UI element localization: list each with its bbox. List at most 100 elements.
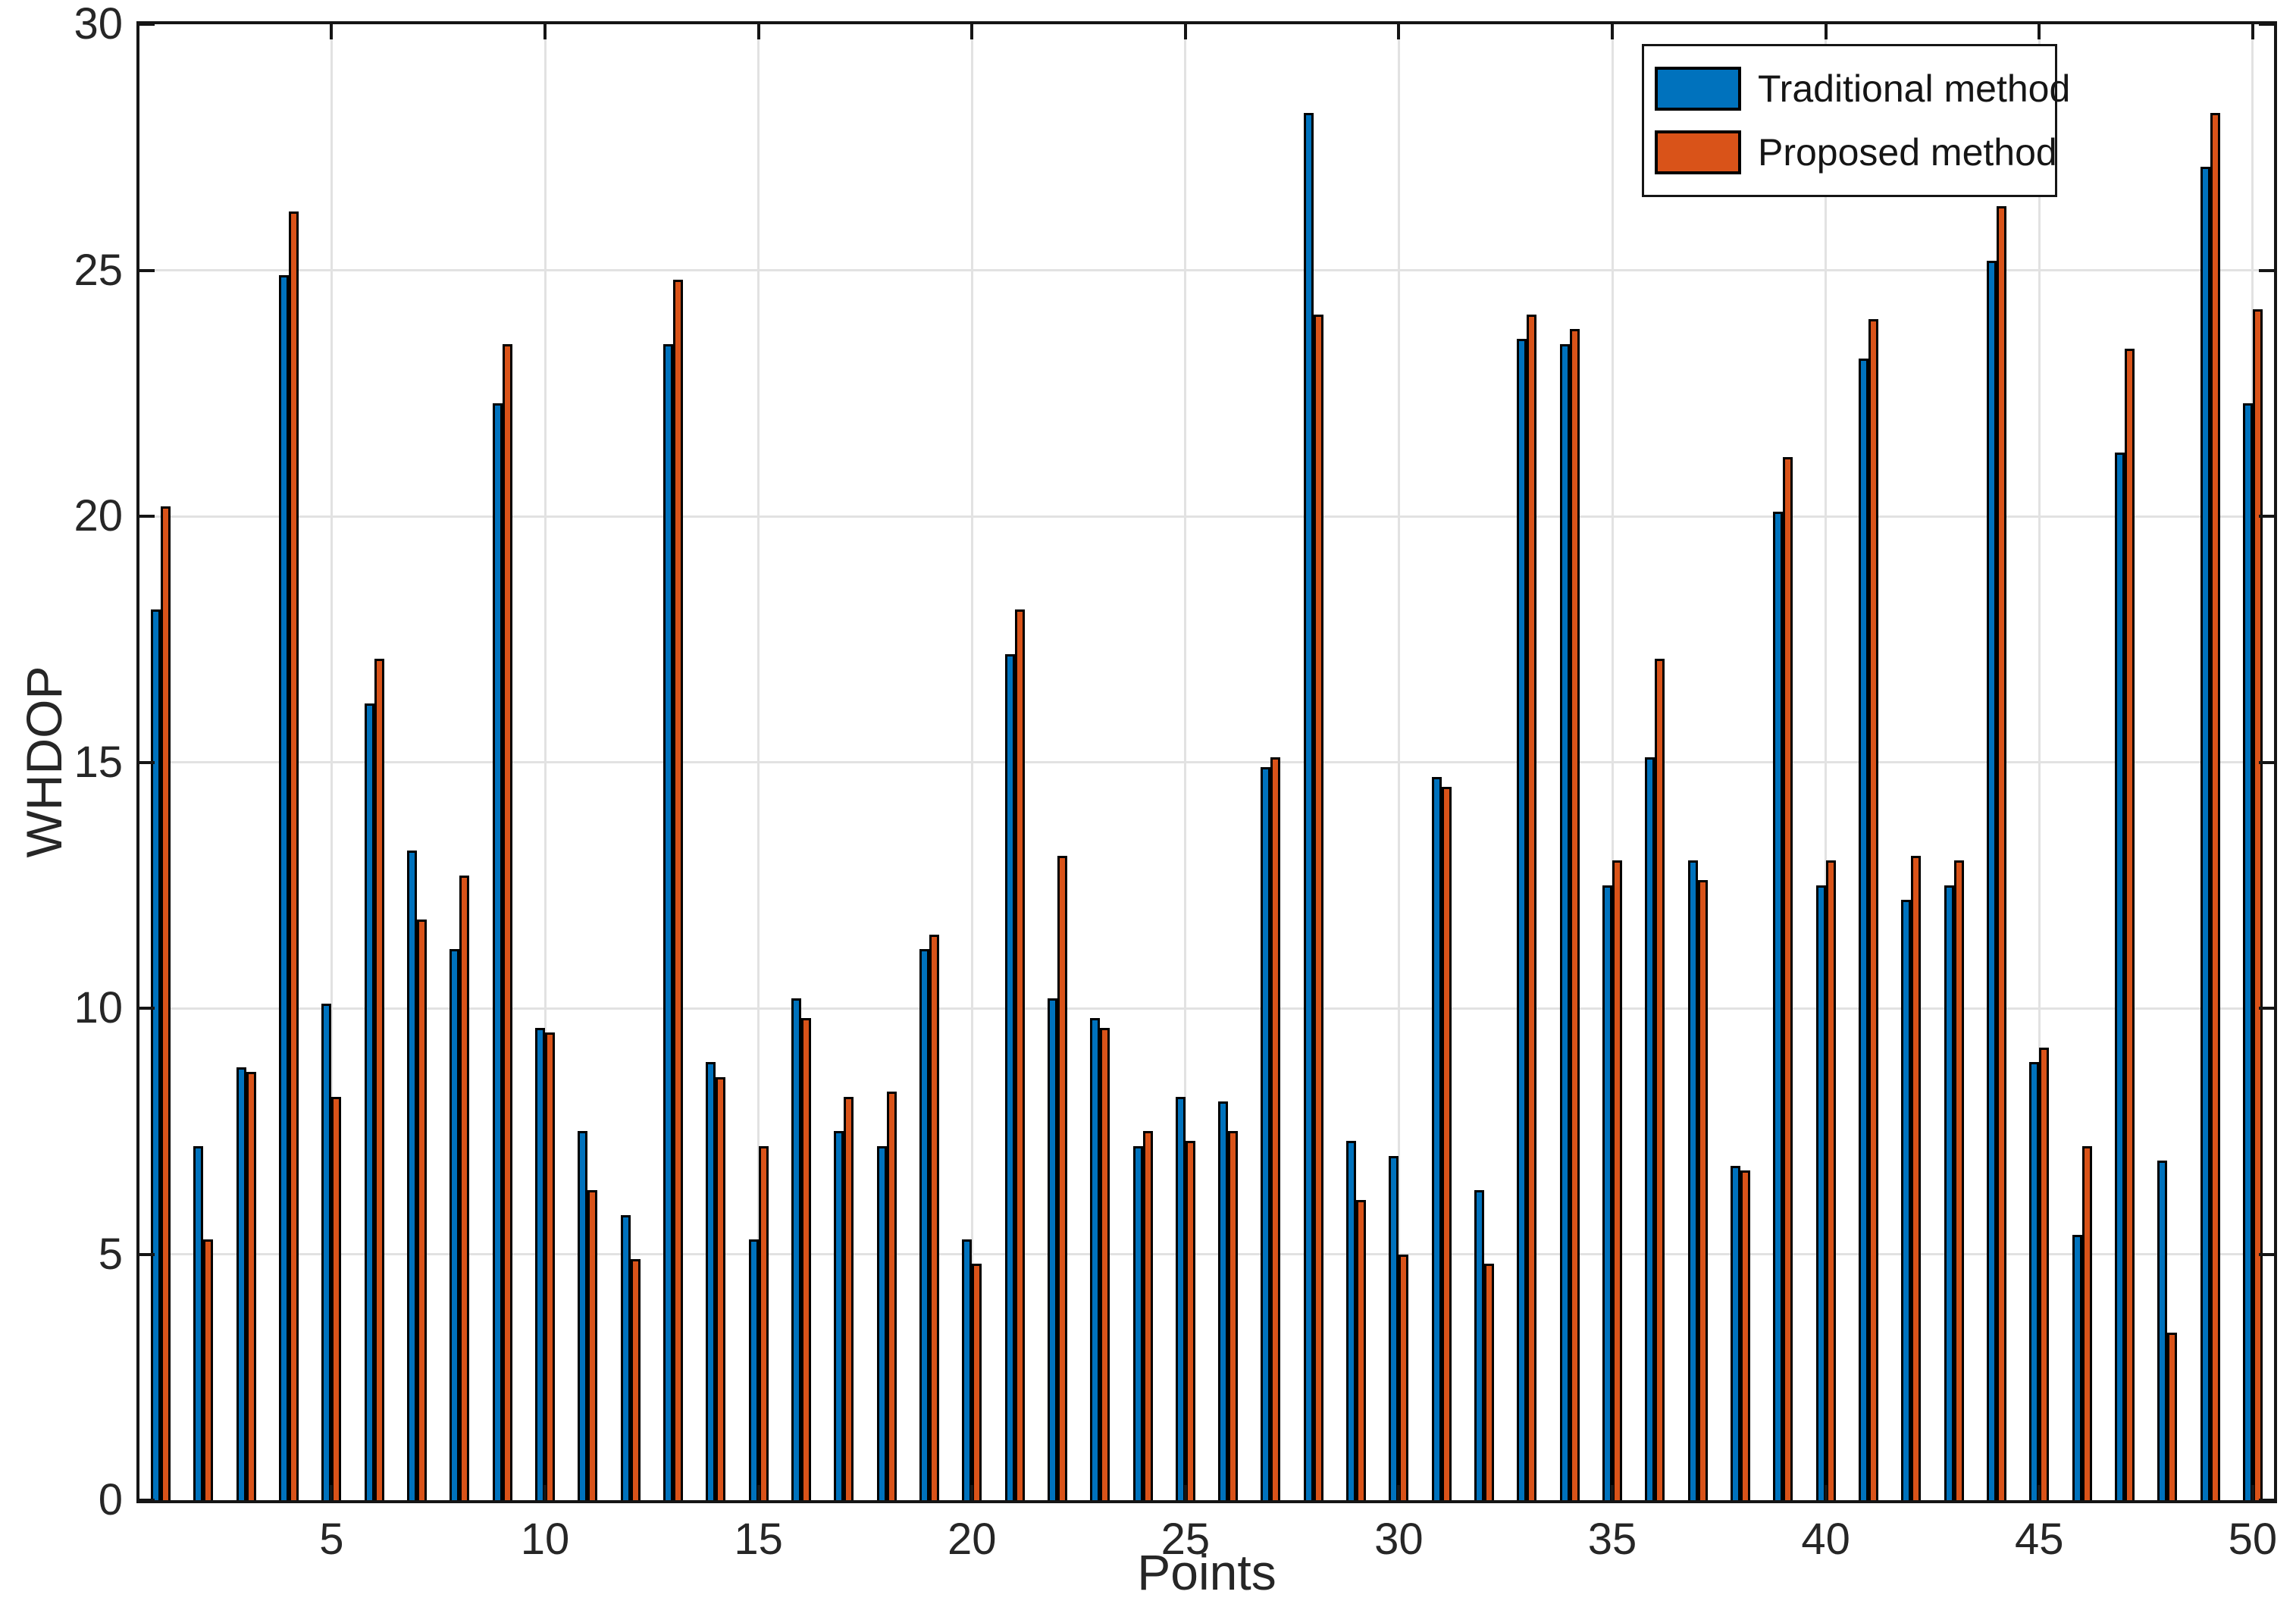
bar-proposed xyxy=(289,211,299,1500)
bar-traditional xyxy=(364,703,374,1500)
bar-proposed xyxy=(1825,860,1836,1500)
bar-proposed xyxy=(417,920,428,1500)
bar-traditional xyxy=(1474,1190,1485,1500)
bar-traditional xyxy=(919,949,929,1500)
bar-proposed xyxy=(800,1017,811,1500)
bar-proposed xyxy=(929,934,939,1500)
bar-traditional xyxy=(1047,998,1057,1500)
bar-proposed xyxy=(2124,349,2135,1500)
bar-traditional xyxy=(1901,900,1912,1500)
x-tick-label: 30 xyxy=(1374,1515,1424,1564)
bar-proposed xyxy=(1996,206,2006,1500)
bar-proposed xyxy=(2081,1145,2092,1500)
y-tick-mark-right xyxy=(2259,23,2274,26)
horizontal-gridline xyxy=(139,1007,2274,1010)
bar-proposed xyxy=(716,1076,726,1500)
bar-proposed xyxy=(2210,112,2220,1500)
y-tick-mark-right xyxy=(2259,1499,2274,1502)
bar-traditional xyxy=(279,275,290,1500)
x-tick-mark xyxy=(2038,1485,2041,1500)
x-tick-mark-top xyxy=(543,24,547,39)
vertical-gridline xyxy=(1184,24,1187,1500)
x-tick-label: 20 xyxy=(947,1515,997,1564)
y-tick-mark-right xyxy=(2259,1007,2274,1010)
bar-traditional xyxy=(1773,511,1784,1500)
bar-traditional xyxy=(2029,1062,2040,1500)
x-tick-mark-top xyxy=(2251,24,2254,39)
x-tick-mark xyxy=(970,1485,974,1500)
vertical-gridline xyxy=(543,24,547,1500)
bar-traditional xyxy=(1175,1096,1186,1500)
bar-traditional xyxy=(449,949,460,1500)
x-tick-mark-top xyxy=(330,24,334,39)
bar-proposed xyxy=(1911,855,1922,1500)
bar-traditional xyxy=(1687,860,1698,1500)
vertical-gridline xyxy=(1611,24,1614,1500)
bar-traditional xyxy=(1346,1141,1357,1500)
bar-traditional xyxy=(236,1067,246,1500)
y-tick-mark xyxy=(139,1499,155,1502)
plot-area: 5 10 15 20 25 30 35 40 45 50 0 5 10 15 20 25 30 xyxy=(74,0,2277,1564)
bar-proposed xyxy=(2167,1333,2178,1500)
y-tick-label: 20 xyxy=(74,491,123,540)
y-tick-label: 5 xyxy=(98,1229,123,1279)
x-tick-label: 45 xyxy=(2014,1515,2064,1564)
bar-traditional xyxy=(2114,452,2125,1500)
x-tick-label: 35 xyxy=(1587,1515,1637,1564)
y-tick-label: 30 xyxy=(74,0,123,49)
x-axis-label: Points xyxy=(1137,1544,1276,1600)
bar-proposed xyxy=(886,1092,897,1500)
x-tick-mark xyxy=(2251,1485,2254,1500)
bar-proposed xyxy=(1484,1264,1495,1500)
y-tick-mark xyxy=(139,515,155,518)
bar-proposed xyxy=(161,506,171,1500)
y-tick-mark-right xyxy=(2259,515,2274,518)
bar-proposed xyxy=(1783,457,1793,1500)
bar-traditional xyxy=(791,998,801,1500)
vertical-gridline xyxy=(1825,24,1828,1500)
bar-traditional xyxy=(1389,1155,1399,1500)
bar-proposed xyxy=(246,1072,256,1500)
x-tick-label: 10 xyxy=(520,1515,570,1564)
bar-traditional xyxy=(663,343,673,1500)
bar-traditional xyxy=(1218,1101,1229,1500)
bar-traditional xyxy=(578,1131,588,1500)
x-tick-mark xyxy=(1611,1485,1615,1500)
bar-traditional xyxy=(492,403,503,1500)
bar-proposed xyxy=(1868,319,1878,1500)
x-tick-mark xyxy=(1397,1485,1401,1500)
bar-proposed xyxy=(1527,314,1537,1500)
bar-traditional xyxy=(1602,885,1613,1500)
bar-traditional xyxy=(1261,767,1271,1500)
bar-traditional xyxy=(1004,653,1015,1500)
x-tick-mark-top xyxy=(2038,24,2041,39)
bar-traditional xyxy=(151,609,161,1500)
bar-traditional xyxy=(706,1062,716,1500)
x-tick-label: 5 xyxy=(319,1515,344,1564)
bar-traditional xyxy=(1132,1145,1143,1500)
x-tick-mark xyxy=(543,1485,547,1500)
bar-proposed xyxy=(1612,860,1623,1500)
bar-proposed xyxy=(1697,880,1708,1500)
bar-traditional xyxy=(876,1145,887,1500)
bar-traditional xyxy=(2242,403,2253,1500)
y-tick-mark xyxy=(139,268,155,272)
x-tick-mark xyxy=(1183,1485,1187,1500)
bar-traditional xyxy=(2200,167,2210,1500)
vertical-gridline xyxy=(2038,24,2041,1500)
x-tick-label: 50 xyxy=(2228,1515,2278,1564)
x-tick-label: 15 xyxy=(734,1515,783,1564)
bar-proposed xyxy=(1228,1131,1239,1500)
bar-traditional xyxy=(1431,776,1442,1500)
bar-traditional xyxy=(834,1131,844,1500)
y-tick-mark-right xyxy=(2259,268,2274,272)
y-tick-mark xyxy=(139,760,155,764)
bar-traditional xyxy=(1303,112,1314,1500)
bar-proposed xyxy=(630,1259,641,1500)
bar-proposed xyxy=(587,1190,598,1500)
bar-proposed xyxy=(1953,860,1964,1500)
bar-proposed xyxy=(1740,1170,1750,1500)
bar-traditional xyxy=(1517,339,1527,1500)
bar-traditional xyxy=(1559,343,1570,1500)
